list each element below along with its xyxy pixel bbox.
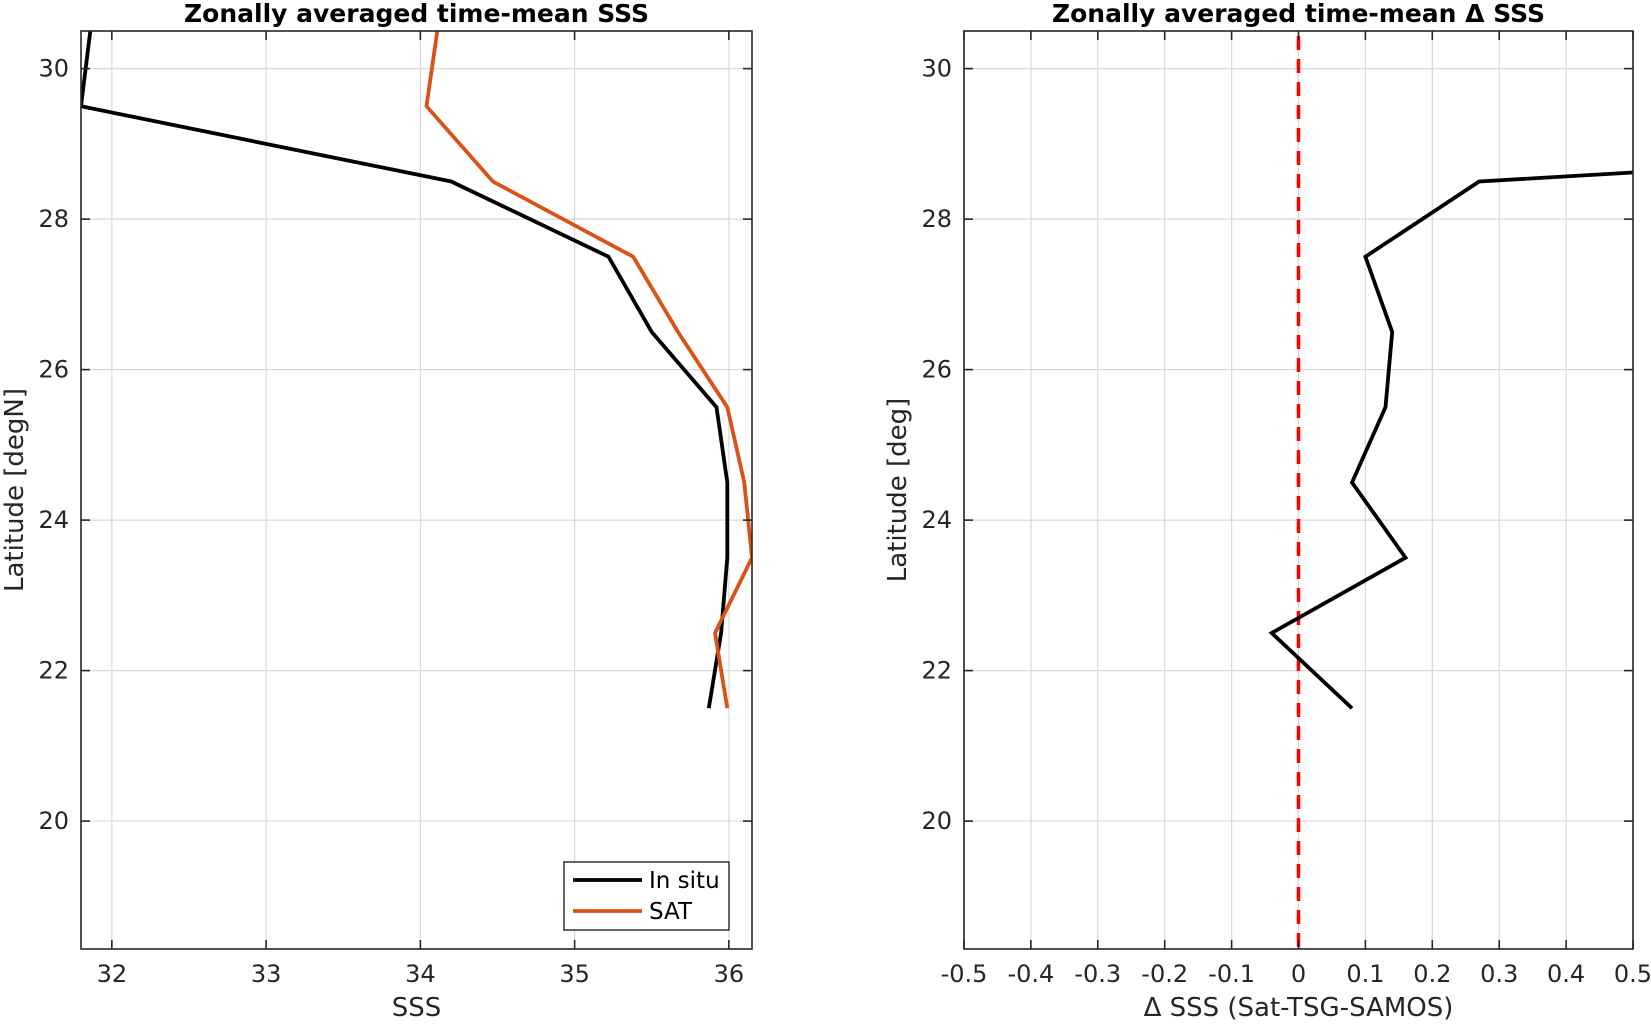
x-tick-label: 33	[251, 960, 282, 988]
chart-title: Zonally averaged time-mean SSS	[184, 0, 649, 28]
axes-frame	[80, 30, 753, 950]
legend-box	[563, 861, 730, 931]
x-tick-label: 36	[714, 960, 745, 988]
y-tick-label: 30	[38, 55, 69, 83]
x-tick-label: 32	[97, 960, 128, 988]
y-tick-label: 24	[921, 506, 952, 534]
y-tick-label: 26	[921, 356, 952, 384]
x-tick-label: -0.1	[1208, 960, 1255, 988]
y-tick-label: 20	[38, 807, 69, 835]
y-tick-label: 28	[38, 205, 69, 233]
y-tick-label: 20	[921, 807, 952, 835]
x-axis-label: SSS	[392, 993, 442, 1023]
legend-label: In situ	[649, 868, 720, 894]
y-tick-label: 28	[921, 205, 952, 233]
y-tick-label: 24	[38, 506, 69, 534]
chart-title: Zonally averaged time-mean Δ SSS	[1052, 0, 1545, 28]
x-tick-label: 0.2	[1413, 960, 1451, 988]
x-tick-label: 0	[1291, 960, 1306, 988]
legend: In situ SAT	[563, 861, 730, 931]
x-tick-label: -0.4	[1007, 960, 1054, 988]
y-tick-label: 22	[921, 657, 952, 685]
y-tick-label: 30	[921, 55, 952, 83]
x-tick-label: 0.3	[1480, 960, 1518, 988]
y-axis-label: Latitude [degN]	[0, 388, 30, 592]
series-line-in-situ	[81, 31, 730, 709]
x-axis-label: Δ SSS (Sat-TSG-SAMOS)	[1144, 993, 1454, 1023]
y-tick-label: 22	[38, 657, 69, 685]
series-line-0	[1268, 170, 1633, 710]
x-tick-label: -0.3	[1074, 960, 1121, 988]
sss-panel: 32 33 34 35 36 20 22 24 26 28 30 Zonally averaged t…	[0, 0, 753, 1023]
x-tick-label: 0.5	[1614, 960, 1651, 988]
series-line-sat	[424, 31, 752, 709]
x-tick-label: 35	[559, 960, 590, 988]
x-tick-label: 0.1	[1346, 960, 1384, 988]
y-axis-label: Latitude [deg]	[883, 398, 913, 583]
x-tick-label: -0.5	[941, 960, 988, 988]
delta-sss-panel: -0.5 -0.4 -0.3 -0.2 -0.1 0 0.1 0.2 0.3 0.4 0.5 20 22…	[883, 0, 1651, 1023]
y-tick-label: 26	[38, 356, 69, 384]
x-tick-label: -0.2	[1141, 960, 1188, 988]
x-tick-label: 0.4	[1547, 960, 1585, 988]
x-tick-label: 34	[405, 960, 436, 988]
legend-label: SAT	[649, 899, 693, 925]
